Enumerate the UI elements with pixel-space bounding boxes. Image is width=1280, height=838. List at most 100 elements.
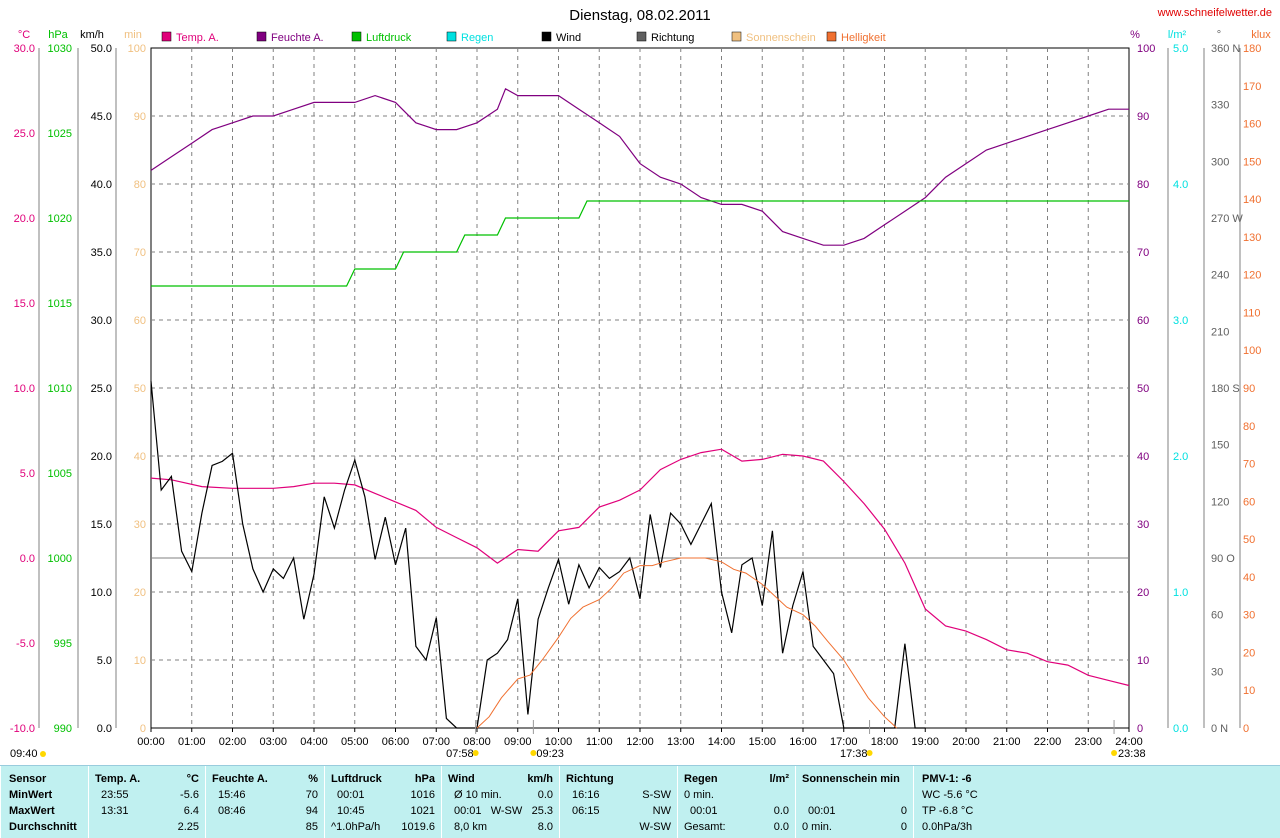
- bright-axis-label: 90: [1243, 383, 1255, 395]
- temp-axis-label: -5.0: [16, 638, 35, 650]
- dir-axis-label: 30: [1211, 666, 1223, 678]
- x-tick-label: 02:00: [219, 736, 247, 748]
- x-tick-label: 20:00: [952, 736, 980, 748]
- hum-axis-label: 0: [1137, 723, 1143, 735]
- bright-axis-label: 150: [1243, 156, 1261, 168]
- temp-axis-label: 5.0: [20, 468, 35, 480]
- temp-axis-label: 15.0: [14, 298, 35, 310]
- stats-rain-max: 0.0: [773, 805, 789, 817]
- hum-axis-label: 60: [1137, 315, 1149, 327]
- series-press: [151, 200, 1129, 287]
- legend-label-press: Luftdruck: [366, 32, 412, 44]
- x-tick-label: 21:00: [993, 736, 1021, 748]
- dir-axis-label: 90 O: [1211, 553, 1235, 565]
- stats-wind-max: 25.3: [531, 805, 553, 817]
- stats-hum-max-time: 08:46: [218, 805, 246, 817]
- bright-axis-label: 180: [1243, 43, 1261, 55]
- stats-sun: Sonnenschein min 00:01 0 0 min. 0: [795, 766, 913, 838]
- weather-chart: Dienstag, 08.02.2011 www.schneifelwetter…: [10, 7, 1272, 760]
- legend-label-sun: Sonnenschein: [746, 32, 816, 44]
- stats-temp-head: Temp. A.: [95, 773, 141, 785]
- unit-header: °: [1217, 29, 1221, 41]
- grid: [150, 47, 1130, 729]
- hum-axis-label: 70: [1137, 247, 1149, 259]
- wind-axis-label: 45.0: [91, 111, 112, 123]
- stats-sun-head: Sonnenschein min: [802, 773, 900, 785]
- bright-axis-label: 80: [1243, 421, 1255, 433]
- legend: Temp. A. Feuchte A. Luftdruck Regen Wind Rich…: [161, 31, 886, 44]
- bright-axis-label: 110: [1243, 307, 1261, 319]
- dir-axis-label: 240: [1211, 270, 1229, 282]
- bright-axis-label: 20: [1243, 647, 1255, 659]
- wind-axis-label: 0.0: [97, 723, 112, 735]
- bright-axis-label: 70: [1243, 459, 1255, 471]
- wind-axis-label: 25.0: [91, 383, 112, 395]
- stats-hum-unit: %: [308, 773, 318, 785]
- website-link[interactable]: www.schneifelwetter.de: [1157, 7, 1272, 19]
- sun-axis-label: 40: [134, 451, 146, 463]
- dir-axis-label: 210: [1211, 326, 1229, 338]
- series-layer: [150, 87, 1130, 729]
- stats-rain: Regen l/m² 0 min. 00:01 0.0 Gesamt: 0.0: [677, 766, 795, 838]
- marker-moon-label: 23:38: [1118, 748, 1146, 760]
- stats-hum-avg: 85: [305, 821, 318, 833]
- wind-axis-label: 40.0: [91, 179, 112, 191]
- bright-axis-label: 130: [1243, 232, 1261, 244]
- press-axis-label: 995: [54, 638, 72, 650]
- stats-wind-max-time: 00:01 W-SW: [454, 805, 523, 817]
- unit-header: hPa: [48, 29, 68, 41]
- press-axis-label: 1030: [48, 43, 72, 55]
- x-tick-label: 17:00: [830, 736, 858, 748]
- legend-label-rain: Regen: [461, 32, 493, 44]
- marker-left-time: 09:40: [10, 748, 38, 760]
- temp-axis-label: 10.0: [14, 383, 35, 395]
- sun-axis-label: 20: [134, 587, 146, 599]
- stats-dir-min: S-SW: [642, 789, 671, 801]
- sun-icon: [40, 751, 46, 757]
- stats-press-max-time: 10:45: [337, 805, 365, 817]
- stats-press-trend: ^1.0hPa/h: [331, 821, 381, 833]
- hum-axis-label: 30: [1137, 519, 1149, 531]
- wind-axis-label: 5.0: [97, 655, 112, 667]
- hum-axis-label: 50: [1137, 383, 1149, 395]
- axis-unit-headers: °C hPa km/h min% l/m² ° klux: [18, 29, 1271, 41]
- wind-axis-label: 35.0: [91, 247, 112, 259]
- stats-dewpoint: TP -6.8 °C: [922, 805, 974, 817]
- series-wind: [150, 381, 926, 729]
- sunset-icon: [866, 750, 873, 756]
- sun-axis-label: 70: [134, 247, 146, 259]
- stats-temp-max: 6.4: [183, 805, 199, 817]
- series-hum: [150, 87, 1129, 246]
- unit-header: °C: [18, 29, 30, 41]
- x-tick-label: 00:00: [137, 736, 165, 748]
- x-tick-label: 12:00: [626, 736, 654, 748]
- hum-axis-label: 80: [1137, 179, 1149, 191]
- press-axis-label: 1020: [48, 213, 72, 225]
- stats-dir-max-time: 06:15: [572, 805, 600, 817]
- bright-axis-label: 160: [1243, 119, 1261, 131]
- stats-hum-min-time: 15:46: [218, 789, 246, 801]
- stats-hum: Feuchte A. % 15:46 70 08:46 94 85: [205, 766, 324, 838]
- x-tick-label: 06:00: [382, 736, 410, 748]
- press-axis-label: 1010: [48, 383, 72, 395]
- temp-axis-label: 20.0: [14, 213, 35, 225]
- stats-rain-total: 0.0: [773, 821, 789, 833]
- x-tick-label: 07:00: [422, 736, 450, 748]
- x-tick-label: 09:00: [504, 736, 532, 748]
- label-min: MinWert: [9, 789, 53, 801]
- series-temp: [150, 448, 1130, 687]
- dir-axis-label: 150: [1211, 440, 1229, 452]
- dir-axis-label: 0 N: [1211, 723, 1228, 735]
- press-axis-label: 1000: [48, 553, 72, 565]
- stats-rain-max-time: 00:01: [690, 805, 718, 817]
- legend-label-wind: Wind: [556, 32, 581, 44]
- temp-axis-label: -10.0: [10, 723, 35, 735]
- stats-press-3h: 0.0hPa/3h: [922, 821, 973, 833]
- moon-icon: [1111, 750, 1118, 756]
- stats-sun-max: 0: [900, 805, 907, 817]
- stats-rain-head: Regen: [684, 773, 718, 785]
- x-tick-label: 15:00: [748, 736, 776, 748]
- stats-windchill: WC -5.6 °C: [922, 789, 978, 801]
- press-axis-label: 1005: [48, 468, 72, 480]
- hum-axis-label: 100: [1137, 43, 1155, 55]
